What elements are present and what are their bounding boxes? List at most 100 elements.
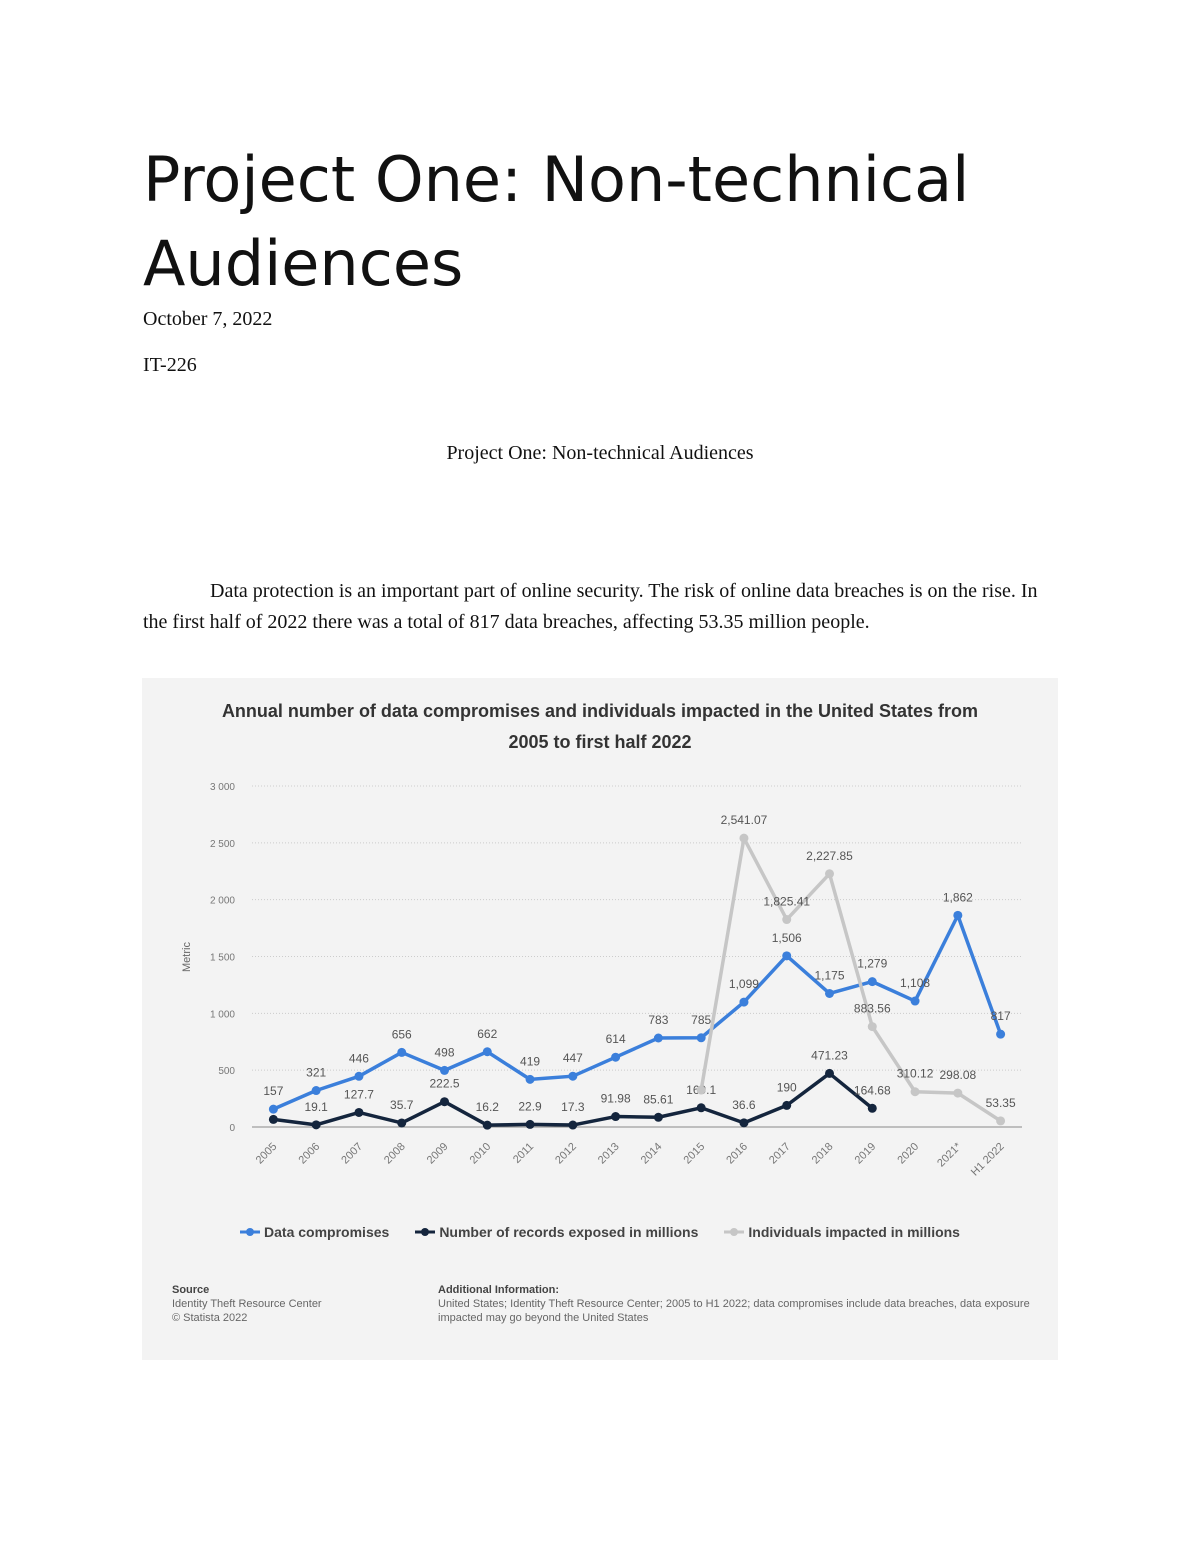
- y-tick-label: 1 500: [210, 953, 235, 964]
- point: [525, 1119, 535, 1129]
- point: [611, 1112, 621, 1122]
- data-label: 446: [349, 1051, 369, 1065]
- point: [354, 1071, 364, 1081]
- point: [867, 1103, 877, 1113]
- data-label: 222.5: [429, 1077, 459, 1091]
- point: [311, 1120, 321, 1130]
- point: [782, 1100, 792, 1110]
- data-label: 1,279: [857, 957, 887, 971]
- x-tick-label: 2019: [853, 1141, 879, 1167]
- point: [311, 1086, 321, 1096]
- point: [825, 869, 834, 879]
- legend-swatch: [724, 1228, 745, 1236]
- point: [268, 1114, 278, 1124]
- info-block: Additional Information: United States; I…: [438, 1283, 1030, 1325]
- data-label: 498: [434, 1045, 454, 1059]
- point: [397, 1118, 407, 1128]
- point: [739, 833, 749, 843]
- data-label: 19.1: [304, 1100, 328, 1114]
- data-label: 1,175: [814, 968, 844, 982]
- legend-item[interactable]: Data compromises: [240, 1224, 389, 1240]
- point: [867, 1022, 877, 1032]
- series-line: [272, 913, 1003, 1111]
- point: [696, 1103, 706, 1113]
- x-tick-label: 2008: [382, 1141, 408, 1167]
- y-tick-label: 2 500: [210, 839, 235, 850]
- data-label: 1,108: [900, 976, 930, 990]
- x-tick-label: 2018: [810, 1141, 836, 1167]
- point: [354, 1107, 364, 1117]
- point: [782, 915, 792, 925]
- y-tick-label: 2 000: [210, 896, 235, 907]
- point: [825, 1068, 834, 1078]
- data-label: 783: [648, 1013, 668, 1027]
- data-label: 614: [606, 1032, 626, 1046]
- x-tick-label: 2011: [511, 1141, 536, 1166]
- data-label: 656: [392, 1027, 412, 1041]
- data-label: 1,099: [729, 977, 759, 991]
- legend-item[interactable]: Number of records exposed in millions: [415, 1224, 698, 1240]
- data-label: 1,825.41: [763, 895, 810, 909]
- point: [653, 1112, 663, 1122]
- data-label: 91.98: [601, 1092, 631, 1106]
- data-label: 447: [563, 1051, 583, 1065]
- x-tick-label: 2013: [596, 1141, 622, 1167]
- x-tick-label: 2014: [639, 1141, 665, 1167]
- x-tick-label: 2017: [767, 1141, 793, 1167]
- data-label: 471.23: [811, 1048, 848, 1062]
- x-tick-label: 2016: [724, 1141, 750, 1167]
- point: [482, 1120, 492, 1130]
- source-block: Source Identity Theft Resource Center © …: [172, 1283, 322, 1325]
- y-tick-label: 0: [229, 1123, 235, 1134]
- point: [739, 1118, 749, 1128]
- point: [825, 988, 834, 998]
- legend-dot: [730, 1228, 739, 1236]
- y-axis-label: Metric: [181, 942, 193, 972]
- legend-dot: [246, 1228, 255, 1236]
- doc-title: Project One: Non-technical Audiences: [143, 143, 970, 300]
- data-label: 298.08: [939, 1068, 976, 1082]
- data-label: 85.61: [643, 1092, 673, 1106]
- point: [910, 996, 920, 1006]
- data-label: 883.56: [854, 1002, 891, 1016]
- x-tick-label: 2015: [681, 1141, 707, 1167]
- legend-label: Data compromises: [264, 1224, 390, 1240]
- data-label: 22.9: [518, 1099, 542, 1113]
- point: [482, 1047, 492, 1057]
- point: [696, 1033, 706, 1043]
- point: [910, 1087, 920, 1097]
- data-label: 2,541.07: [721, 813, 768, 827]
- data-label: 662: [477, 1027, 497, 1041]
- x-tick-label: 2021*: [935, 1140, 964, 1169]
- point: [953, 1088, 963, 1098]
- point: [568, 1120, 578, 1130]
- point: [653, 1033, 663, 1043]
- data-label: 16.2: [476, 1100, 500, 1114]
- x-tick-label: 2012: [553, 1141, 579, 1167]
- point: [568, 1071, 578, 1081]
- copyright: © Statista 2022: [172, 1312, 248, 1324]
- data-label: 53.35: [986, 1096, 1016, 1110]
- point: [268, 1104, 278, 1114]
- point: [996, 1029, 1006, 1039]
- legend: Data compromises Number of records expose…: [142, 1224, 1058, 1240]
- source-label: Source: [172, 1284, 210, 1296]
- info-line: impacted may go beyond the United States: [438, 1312, 649, 1324]
- paragraph: Data protection is an important part of …: [143, 580, 1038, 633]
- y-tick-label: 500: [218, 1066, 235, 1077]
- legend-label: Number of records exposed in millions: [439, 1224, 699, 1240]
- source: Identity Theft Resource Center: [172, 1298, 322, 1310]
- point: [397, 1047, 407, 1057]
- data-label: 310.12: [897, 1067, 934, 1081]
- data-label: 2,227.85: [806, 849, 853, 863]
- data-label: 785: [691, 1013, 711, 1027]
- info-label: Additional Information:: [438, 1284, 559, 1296]
- series-line: [699, 836, 1002, 1123]
- x-tick-label: 2006: [296, 1141, 322, 1167]
- data-label: 17.3: [561, 1100, 585, 1114]
- point: [696, 1085, 706, 1095]
- legend-item[interactable]: Individuals impacted in millions: [724, 1224, 960, 1240]
- point: [611, 1052, 621, 1062]
- x-tick-label: 2007: [339, 1141, 365, 1167]
- data-label: 157: [263, 1084, 283, 1098]
